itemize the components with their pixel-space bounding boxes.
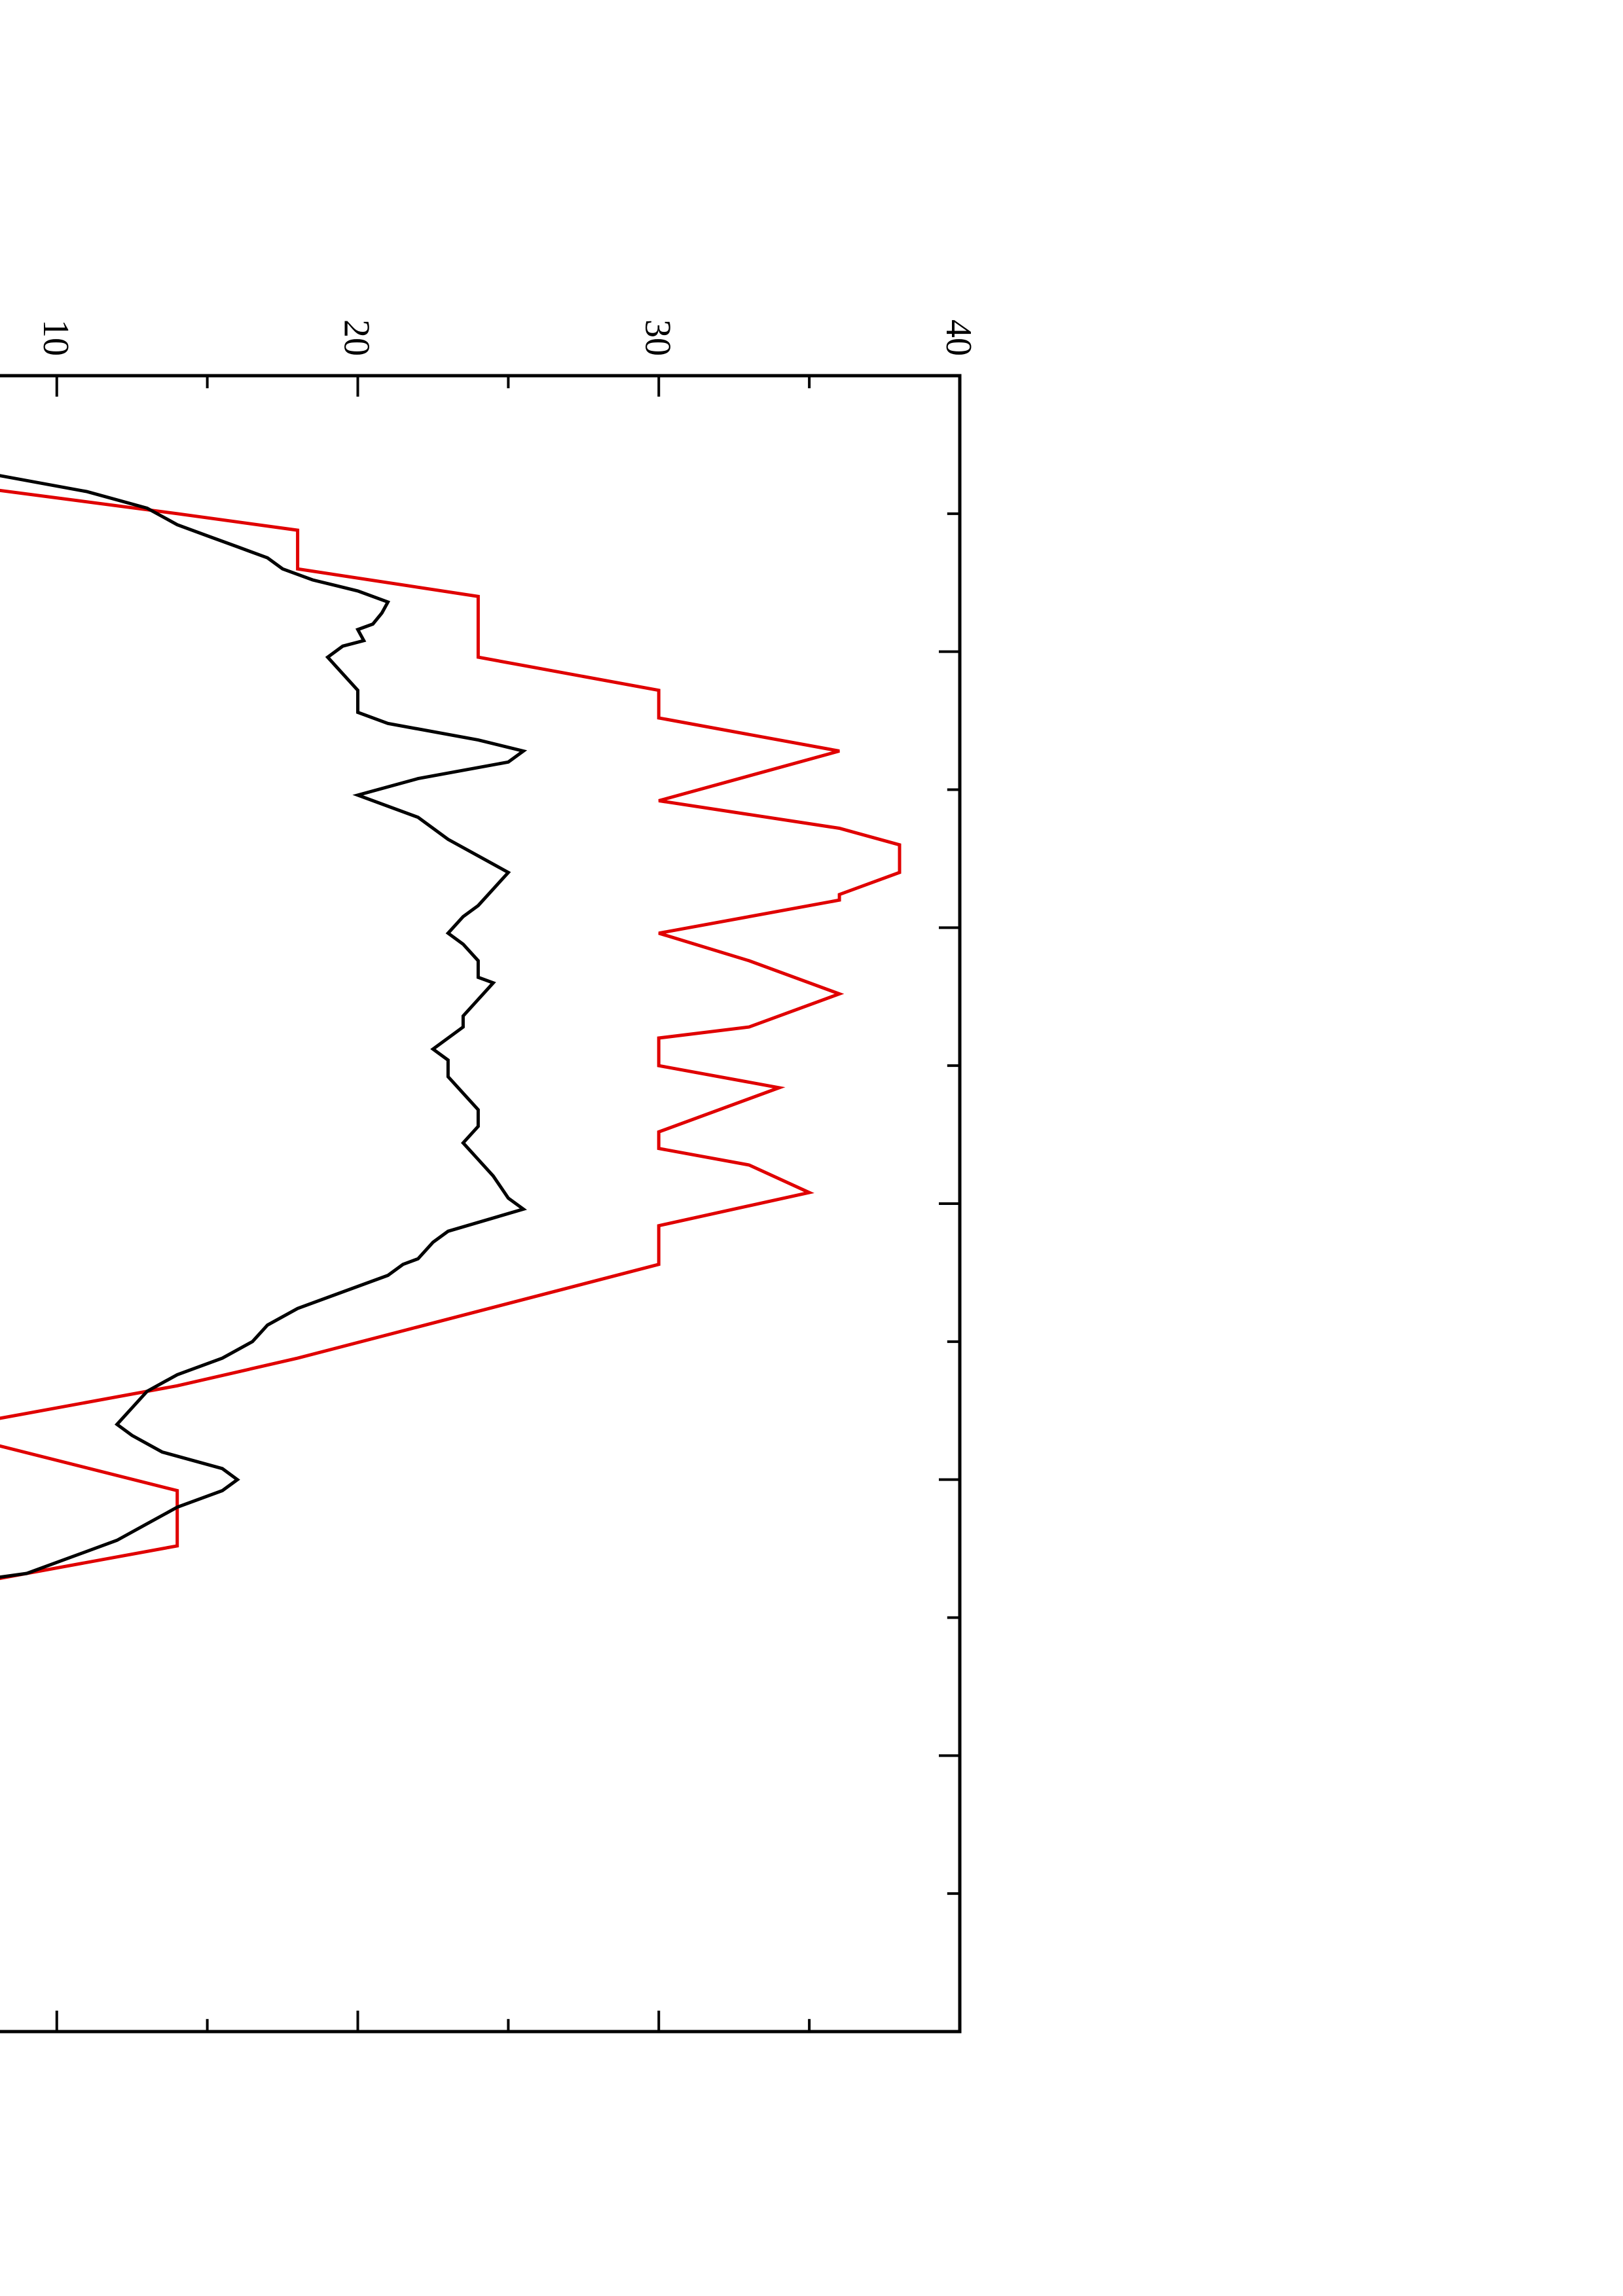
series-line-0 bbox=[0, 376, 902, 1645]
tick-labels: 050100150200250300010203040 bbox=[35, 319, 979, 356]
y-tick-label: 20 bbox=[337, 319, 377, 356]
series-line-1 bbox=[0, 385, 528, 1625]
series-group bbox=[0, 376, 902, 1645]
y-tick-label: 10 bbox=[35, 319, 76, 356]
tick-marks bbox=[55, 374, 961, 2033]
y-tick-label: 40 bbox=[938, 319, 979, 356]
y-tick-label: 30 bbox=[637, 319, 678, 356]
plot-frame bbox=[0, 374, 962, 2034]
